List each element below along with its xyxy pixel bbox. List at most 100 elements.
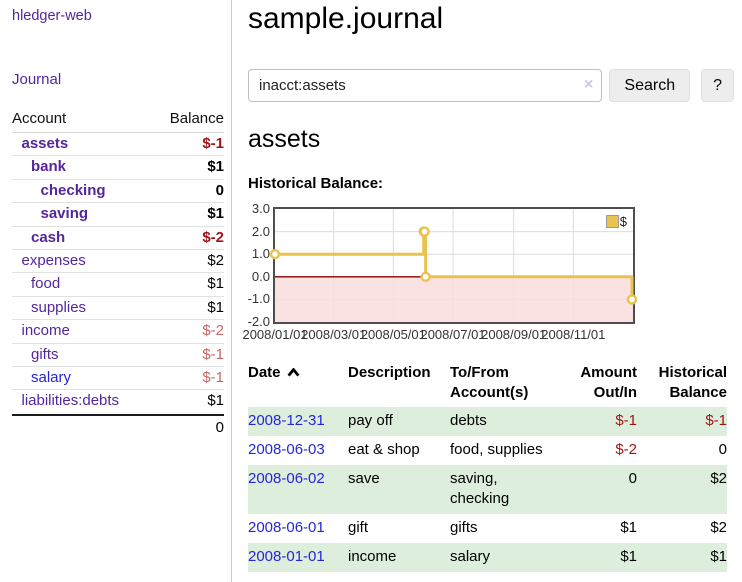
- account-row: liabilities:debts $1: [12, 390, 225, 413]
- transaction-date-link[interactable]: 2008-06-02: [248, 470, 325, 487]
- x-axis-tick-label: 2008/09/01: [481, 327, 547, 342]
- account-heading: assets: [248, 125, 321, 153]
- y-axis-tick-label: -1.0: [247, 291, 270, 307]
- register-date-cell: 2008-12-31: [248, 407, 348, 436]
- x-axis-tick-label: 2008/05/01: [360, 327, 426, 342]
- account-row: saving $1: [12, 203, 224, 227]
- register-amount-cell: 0: [628, 470, 637, 487]
- page-title: sample.journal: [248, 2, 444, 35]
- x-axis-tick-label: 2008/07/01: [420, 327, 486, 342]
- account-row: supplies $1: [12, 297, 224, 321]
- sidebar: hledger-web Journal Account Balance asse…: [0, 0, 232, 582]
- register-date-cell: 2008-06-02: [248, 465, 348, 514]
- account-link-gifts[interactable]: gifts: [31, 345, 59, 363]
- account-row: bank $1: [12, 156, 224, 180]
- account-row: cash $-2: [12, 227, 224, 250]
- account-link-salary[interactable]: salary: [31, 368, 72, 386]
- register-description-cell: eat & shop: [348, 441, 420, 458]
- y-axis-tick-label: 1.0: [251, 246, 270, 262]
- register-balance-cell: $2: [710, 470, 727, 487]
- account-balance: $1: [207, 275, 224, 293]
- account-link-saving[interactable]: saving: [40, 205, 89, 223]
- app-brand-link[interactable]: hledger-web: [12, 8, 92, 24]
- register-description-cell: income: [348, 548, 397, 565]
- transaction-date-link[interactable]: 2008-12-31: [248, 412, 325, 429]
- transaction-date-link[interactable]: 2008-01-01: [248, 548, 325, 565]
- register-date-cell: 2008-06-01: [248, 514, 348, 543]
- register-accounts-cell: salary: [450, 548, 491, 565]
- balance-chart: [269, 209, 638, 322]
- register-header-description: Description: [348, 364, 431, 381]
- account-row: expenses $2: [12, 250, 224, 274]
- search-input[interactable]: [248, 69, 603, 102]
- account-link-liabilities-debts[interactable]: liabilities:debts: [21, 392, 120, 410]
- sidebar-item-journal[interactable]: Journal: [12, 71, 62, 88]
- register-row: 2008-06-01 gift gifts $1 $2: [248, 514, 727, 543]
- account-link-expenses[interactable]: expenses: [21, 251, 86, 269]
- y-axis-tick-label: 3.0: [251, 201, 270, 216]
- account-link-assets[interactable]: assets: [21, 135, 69, 152]
- search-box: ×: [248, 69, 603, 102]
- register-description-cell: pay off: [348, 412, 393, 429]
- account-balance: $1: [207, 392, 224, 410]
- legend-swatch-icon: [605, 215, 619, 228]
- help-button[interactable]: ?: [701, 69, 734, 102]
- register-header-amount: Amount Out/In: [580, 364, 637, 401]
- accounts-header-balance: Balance: [169, 110, 224, 127]
- register-row: 2008-12-31 pay off debts $-1 $-1: [248, 407, 727, 436]
- register-header-row: Date Description To/From Account(s) Amou…: [248, 357, 727, 407]
- account-link-food[interactable]: food: [31, 275, 61, 293]
- y-axis-tick-label: 2.0: [251, 223, 270, 239]
- accounts-total-row: 0: [12, 413, 224, 437]
- register-description-cell: save: [348, 470, 380, 487]
- accounts-table: Account Balance assets $-1 bank $1 checking 0…: [12, 108, 224, 437]
- account-balance: $-2: [202, 228, 224, 246]
- register-amount-cell: $1: [620, 519, 637, 536]
- main-panel: sample.journal × Search ? assets Histori…: [233, 0, 742, 582]
- account-balance: $1: [207, 158, 224, 176]
- chart-legend: $: [605, 214, 627, 229]
- x-axis-tick-label: 2008/03/01: [301, 327, 367, 342]
- register-header-balance: Historical Balance: [658, 364, 727, 401]
- x-axis-tick-label: 2008/11/01: [541, 327, 606, 342]
- transaction-date-link[interactable]: 2008-06-01: [248, 519, 325, 536]
- register-accounts-cell: gifts: [450, 519, 478, 536]
- legend-label: $: [619, 214, 627, 229]
- account-balance: $-1: [202, 368, 224, 386]
- register-header-accounts: To/From Account(s): [450, 364, 529, 401]
- account-link-checking[interactable]: checking: [40, 181, 106, 199]
- register-date-cell: 2008-01-01: [248, 543, 348, 572]
- account-link-cash[interactable]: cash: [31, 228, 66, 246]
- search-form: × Search ?: [248, 69, 734, 102]
- sort-ascending-icon: [287, 367, 299, 377]
- register-amount-cell: $-2: [615, 441, 637, 458]
- accounts-table-header: Account Balance: [12, 108, 224, 133]
- account-link-income[interactable]: income: [21, 322, 70, 340]
- register-balance-cell: $2: [710, 519, 727, 536]
- register-header-date[interactable]: Date: [248, 357, 348, 407]
- account-row: checking 0: [12, 180, 224, 204]
- accounts-total-value: 0: [215, 418, 224, 436]
- account-row: food $1: [12, 273, 224, 297]
- account-link-supplies[interactable]: supplies: [31, 298, 87, 316]
- transaction-date-link[interactable]: 2008-06-03: [248, 441, 325, 458]
- register-table: Date Description To/From Account(s) Amou…: [248, 357, 727, 572]
- register-balance-cell: 0: [718, 441, 727, 458]
- search-button[interactable]: Search: [609, 69, 691, 102]
- register-amount-cell: $1: [620, 548, 637, 565]
- register-row: 2008-06-02 save saving, checking 0 $2: [248, 465, 727, 514]
- account-row: income $-2: [12, 320, 224, 344]
- account-balance: $2: [207, 251, 224, 269]
- account-row: assets $-1: [12, 133, 224, 157]
- register-amount-cell: $-1: [615, 412, 637, 429]
- register-accounts-cell: debts: [450, 412, 487, 429]
- account-balance: $-1: [202, 135, 224, 152]
- register-accounts-cell: saving, checking: [450, 470, 510, 507]
- account-balance: $1: [207, 205, 224, 223]
- accounts-header-account: Account: [12, 110, 67, 127]
- clear-search-icon[interactable]: ×: [584, 76, 594, 93]
- y-axis-tick-label: 0.0: [251, 268, 270, 284]
- account-balance: $1: [207, 298, 224, 316]
- balance-chart-plot-area: $: [269, 207, 638, 324]
- account-link-bank[interactable]: bank: [31, 158, 67, 176]
